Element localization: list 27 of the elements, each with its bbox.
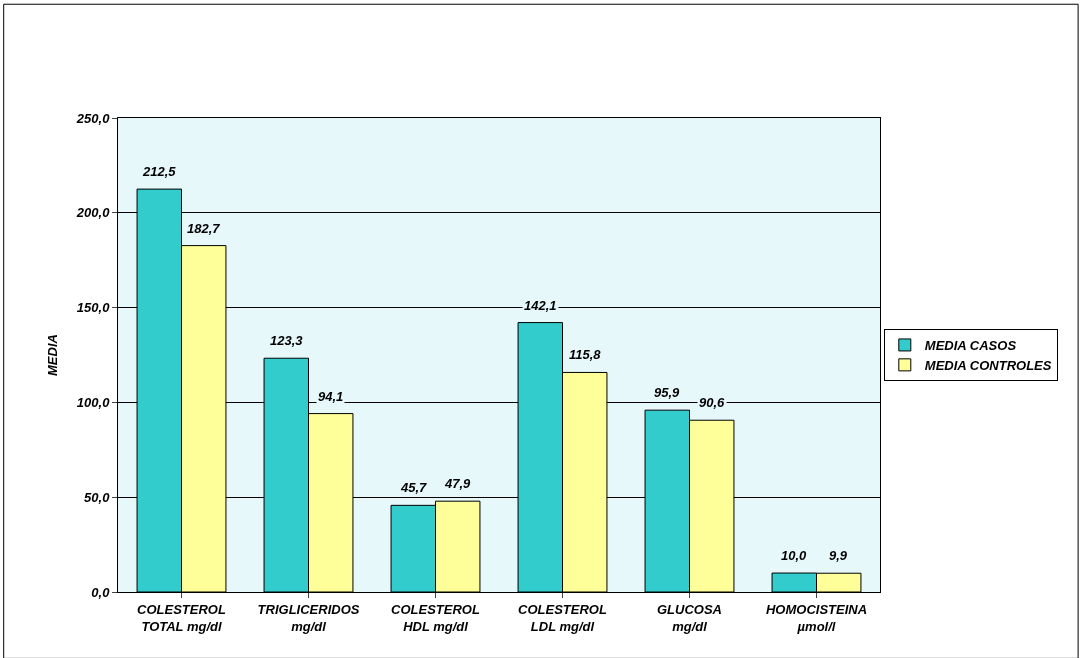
x-tick-label: COLESTEROL TOTAL mg/dl xyxy=(137,601,226,634)
x-tick-label: HOMOCISTEINA µmol/l xyxy=(765,601,868,634)
data-label: 45,7 xyxy=(400,480,428,495)
data-label: 182,7 xyxy=(187,221,221,236)
data-label: 212,5 xyxy=(142,164,177,179)
data-label: 94,1 xyxy=(318,389,344,404)
data-label: 9,9 xyxy=(829,548,848,563)
y-tick-label: 150,0 xyxy=(76,300,111,316)
y-tick-label: 50,0 xyxy=(84,489,111,505)
data-label: 47,9 xyxy=(444,476,472,491)
y-tick-label: 0,0 xyxy=(91,584,111,600)
data-label: 95,9 xyxy=(654,385,681,400)
y-tick-label: 100,0 xyxy=(76,394,111,410)
x-tick-label: TRIGLICERIDOS mg/dl xyxy=(257,601,360,634)
legend-label: MEDIA CASOS xyxy=(924,338,1017,354)
x-tick-label: COLESTEROL LDL mg/dl xyxy=(518,601,607,634)
y-axis-title: MEDIA xyxy=(44,334,60,376)
y-tick-label: 200,0 xyxy=(75,205,111,221)
legend-label: MEDIA CONTROLES xyxy=(924,357,1052,373)
data-label: 115,8 xyxy=(569,347,602,362)
data-label: 90,6 xyxy=(699,395,726,410)
y-tick-label: 250,0 xyxy=(75,110,111,126)
data-label: 10,0 xyxy=(781,548,808,563)
data-label: 123,3 xyxy=(270,333,304,348)
data-label: 142,1 xyxy=(524,298,557,313)
x-tick-label: COLESTEROL HDL mg/dl xyxy=(391,601,480,634)
x-tick-label: GLUCOSA mg/dl xyxy=(657,601,722,634)
